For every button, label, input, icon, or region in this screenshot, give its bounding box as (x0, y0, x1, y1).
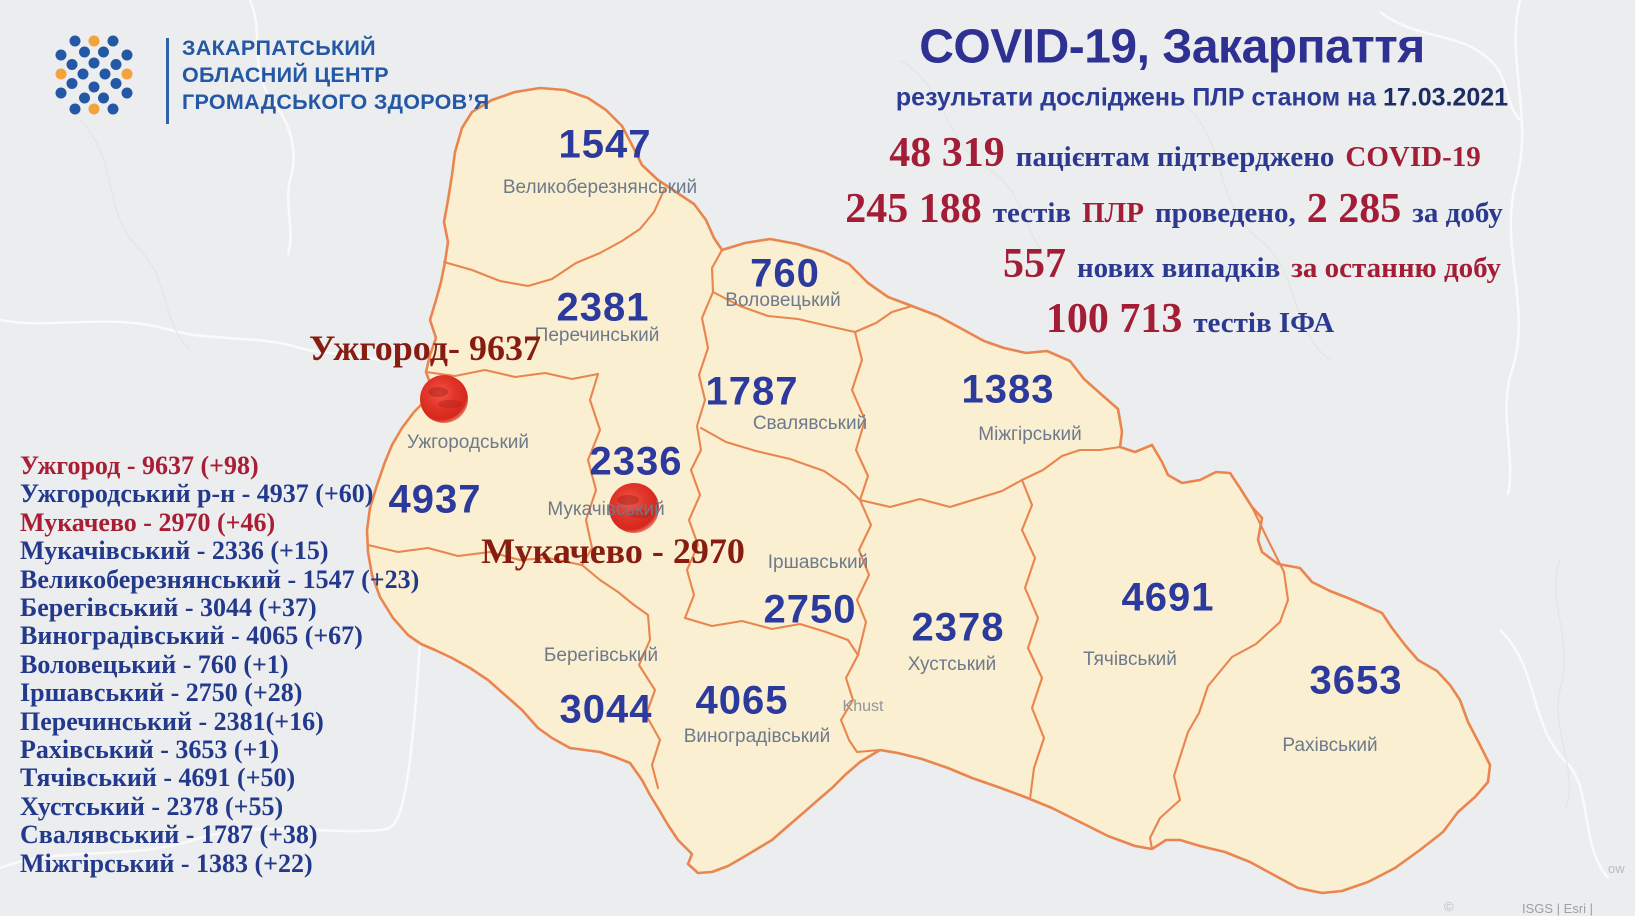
basemap-city-label-khust: Khust (842, 698, 884, 715)
district-stat-item: Перечинський - 2381(+16) (20, 706, 324, 736)
district-case-count: 2381 (556, 285, 650, 330)
district-stat-item: Іршавський - 2750 (+28) (20, 678, 303, 708)
district-name-label: Воловецький (725, 290, 841, 311)
district-case-count: 4937 (388, 477, 482, 522)
stat-ifa-tests: 100 713 тестів ІФА (1046, 295, 1334, 343)
district-case-count: 1547 (558, 122, 652, 167)
stat-pcr-daily: 2 285 (1306, 186, 1402, 232)
district-case-count: 3653 (1309, 658, 1403, 703)
page-title: COVID-19, Закарпаття (919, 20, 1425, 74)
org-logo: ЗАКАРПАТСЬКИЙ ОБЛАСНИЙ ЦЕНТР ГРОМАДСЬКОГ… (14, 8, 494, 138)
org-name-line2: ОБЛАСНИЙ ЦЕНТР (182, 63, 389, 87)
district-case-count: 4065 (695, 678, 789, 723)
district-case-count: 4691 (1121, 575, 1215, 620)
region-shape[interactable] (365, 86, 1492, 895)
district-case-count: 2378 (911, 605, 1005, 650)
uzhhorod-case-marker-icon[interactable] (420, 375, 468, 423)
subtitle-date: 17.03.2021 (1382, 83, 1509, 112)
mukachevo-case-marker-icon[interactable] (609, 483, 659, 533)
district-name-label: Хустський (907, 654, 997, 675)
district-stat-item: Виноградівський - 4065 (+67) (20, 621, 363, 651)
district-stat-item: Мукачівський - 2336 (+15) (20, 536, 329, 566)
logo-dots-icon (55, 35, 133, 115)
basemap-relief-lines (79, 59, 1570, 811)
district-name-label: Великоберезнянський (502, 177, 698, 198)
stat-confirmed: 48 319 пацієнтам підтверджено COVID-19 (889, 129, 1481, 177)
stat-new-cases-t2: за останню добу (1291, 252, 1502, 284)
district-case-count: 1383 (961, 367, 1055, 412)
district-name-label: Рахівський (1282, 735, 1378, 756)
district-name-label: Мукачівський (547, 499, 665, 520)
stat-ifa-value: 100 713 (1045, 296, 1183, 342)
district-case-count: 2750 (763, 587, 857, 632)
district-name-label: Іршавський (767, 552, 869, 573)
district-stat-item: Хустський - 2378 (+55) (20, 791, 284, 821)
city-case-label: Мукачево - 2970 (481, 531, 745, 571)
stat-pcr-t3: проведено, (1154, 197, 1296, 229)
district-name-label: Свалявський (752, 413, 868, 434)
district-stat-item: Великоберезнянський - 1547 (+23) (20, 564, 420, 594)
district-case-count: 760 (750, 251, 820, 296)
logo-divider (166, 38, 169, 124)
district-stats-list: Ужгород - 9637 (+98) Ужгородський р-н - 4… (20, 451, 455, 878)
stat-ifa-t1: тестів ІФА (1193, 307, 1335, 339)
district-stat-item: Свалявський - 1787 (+38) (20, 820, 318, 850)
district-name-label: Берегівський (543, 645, 659, 666)
stat-pcr-t1: тестів (992, 197, 1072, 229)
district-name-label: Тячівський (1083, 649, 1177, 670)
district-name-label: Перечинський (534, 325, 660, 346)
basemap-border-lines (0, 0, 1609, 879)
stat-pcr-t4: за добу (1412, 197, 1503, 229)
district-name-label: Міжгірський (978, 424, 1082, 445)
district-stat-item: Ужгородський р-н - 4937 (+60) (20, 479, 374, 509)
district-stat-item: Берегівський - 3044 (+37) (20, 593, 317, 623)
district-stat-item: Мукачево - 2970 (+46) (20, 507, 276, 537)
district-stat-item: Воловецький - 760 (+1) (20, 649, 289, 679)
stat-pcr-tests: 245 188 тестів ПЛР проведено, 2 285 за д… (845, 185, 1502, 233)
org-name-line1: ЗАКАРПАТСЬКИЙ (182, 36, 376, 60)
district-stat-item: Рахівський - 3653 (+1) (20, 735, 279, 765)
org-name-line3: ГРОМАДСЬКОГО ЗДОРОВ’Я (182, 90, 490, 114)
city-case-label: Ужгород- 9637 (309, 328, 541, 368)
stat-confirmed-text: пацієнтам підтверджено (1015, 141, 1335, 173)
district-name-label: Виноградівський (683, 726, 831, 747)
copyright-mark: © (1444, 899, 1454, 914)
stat-confirmed-suffix: COVID-19 (1345, 141, 1481, 173)
district-stat-item: Тячівський - 4691 (+50) (20, 763, 296, 793)
page-subtitle: результати досліджень ПЛР станом на 17.0… (896, 84, 1508, 113)
district-case-count: 1787 (705, 369, 799, 414)
stat-pcr-t2: ПЛР (1082, 197, 1144, 229)
stat-new-cases: 557 нових випадків за останню добу (1003, 240, 1501, 288)
district-name-label: Ужгородський (407, 432, 529, 453)
stat-confirmed-value: 48 319 (889, 130, 1005, 176)
district-case-count: 3044 (559, 687, 653, 732)
stat-pcr-total: 245 188 (845, 186, 982, 232)
map-attribution: ISGS | Esri | (1522, 901, 1594, 916)
district-stat-item: Міжгірський - 1383 (+22) (20, 848, 313, 878)
stat-new-cases-t1: нових випадків (1076, 252, 1281, 284)
district-stat-item: Ужгород - 9637 (+98) (20, 451, 259, 480)
district-case-count: 2336 (589, 439, 683, 484)
org-name: ЗАКАРПАТСЬКИЙ ОБЛАСНИЙ ЦЕНТР ГРОМАДСЬКОГ… (182, 35, 490, 116)
subtitle-text: результати досліджень ПЛР станом на (895, 83, 1377, 112)
district-borders (366, 188, 1290, 851)
stat-new-cases-value: 557 (1002, 241, 1066, 287)
basemap-watermark: ow (1608, 861, 1625, 876)
